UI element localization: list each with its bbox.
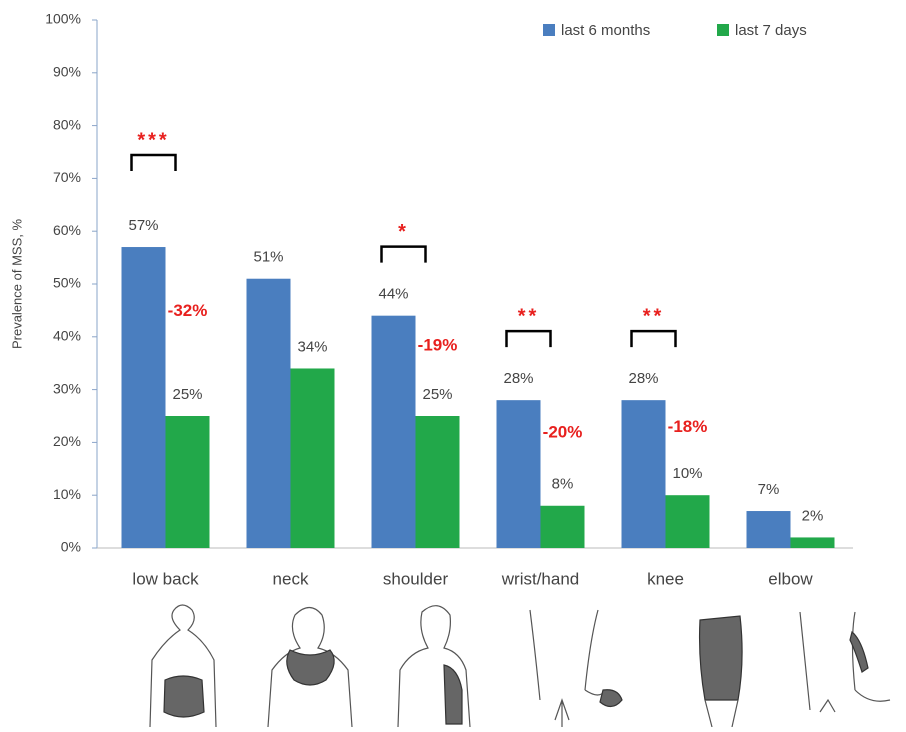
legend-label: last 6 months (561, 22, 650, 39)
significance-stars: *** (137, 129, 169, 151)
bar (790, 537, 835, 548)
y-tick-label: 20% (53, 433, 81, 449)
bar (540, 505, 585, 548)
y-tick-label: 80% (53, 116, 81, 132)
x-tick-label: elbow (768, 569, 813, 588)
legend-swatch (543, 24, 555, 36)
bar (415, 416, 460, 548)
y-tick-label: 0% (61, 539, 81, 555)
value-label: 34% (297, 338, 327, 355)
significance-stars: * (398, 221, 409, 243)
x-tick-label: neck (273, 569, 309, 588)
y-tick-label: 40% (53, 328, 81, 344)
bar (290, 368, 335, 548)
bar (165, 416, 210, 548)
bar (665, 495, 710, 548)
legend-label: last 7 days (735, 22, 807, 39)
bar (121, 247, 166, 549)
legend-swatch (717, 24, 729, 36)
significance-bracket (630, 329, 677, 348)
value-label: 51% (253, 249, 283, 266)
x-tick-label: wrist/hand (501, 569, 579, 588)
difference-label: -32% (168, 301, 208, 320)
y-tick-label: 30% (53, 380, 81, 396)
significance-bracket (130, 153, 177, 172)
significance-bracket (380, 245, 427, 263)
difference-label: -18% (668, 417, 708, 436)
y-tick-label: 10% (53, 486, 81, 502)
y-tick-label: 50% (53, 275, 81, 291)
bar (621, 400, 666, 548)
y-tick-label: 60% (53, 222, 81, 238)
difference-label: -20% (543, 422, 583, 441)
value-label: 25% (172, 386, 202, 403)
difference-label: -19% (418, 335, 458, 354)
value-label: 57% (128, 217, 158, 234)
significance-stars: ** (643, 305, 665, 327)
y-tick-label: 90% (53, 64, 81, 80)
value-label: 10% (672, 465, 702, 482)
bar (746, 511, 791, 548)
value-label: 28% (628, 370, 658, 387)
x-tick-label: shoulder (383, 569, 449, 588)
x-tick-label: knee (647, 569, 684, 588)
y-tick-label: 70% (53, 169, 81, 185)
significance-stars: ** (518, 305, 540, 327)
body-illustrations (149, 604, 891, 728)
y-tick-label: 100% (45, 11, 81, 27)
bar (496, 400, 541, 548)
value-label: 28% (503, 370, 533, 387)
bar (371, 315, 416, 548)
value-label: 7% (758, 481, 780, 498)
value-label: 44% (378, 286, 408, 303)
value-label: 25% (422, 386, 452, 403)
bar (246, 278, 291, 548)
value-label: 8% (552, 476, 574, 493)
value-label: 2% (802, 507, 824, 524)
y-axis-label: Prevalence of MSS, % (9, 219, 24, 349)
significance-bracket (505, 329, 552, 348)
x-tick-label: low back (132, 569, 199, 588)
